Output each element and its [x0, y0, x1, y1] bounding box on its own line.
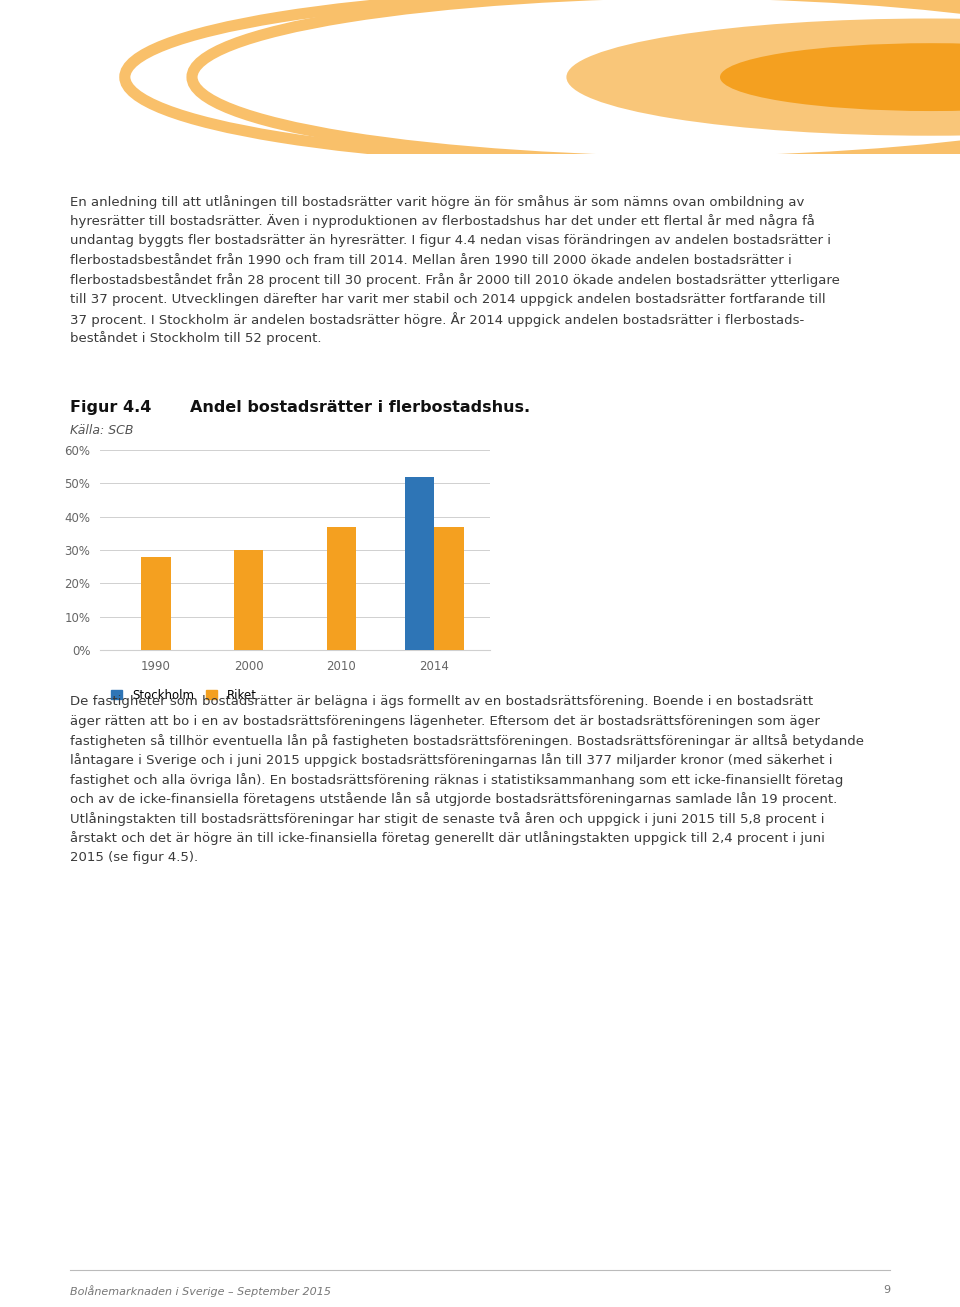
Text: flerbostadsbeståndet från 28 procent till 30 procent. Från år 2000 till 2010 öka: flerbostadsbeståndet från 28 procent til…	[70, 273, 840, 288]
Text: Figur 4.4: Figur 4.4	[70, 400, 152, 416]
Text: fastigheten så tillhör eventuella lån på fastigheten bostadsrättsföreningen. Bos: fastigheten så tillhör eventuella lån på…	[70, 735, 864, 748]
Bar	[404, 477, 434, 650]
Text: årstakt och det är högre än till icke-finansiella företag generellt där utlåning: årstakt och det är högre än till icke-fi…	[70, 831, 825, 846]
Text: äger rätten att bo i en av bostadsrättsföreningens lägenheter. Eftersom det är b: äger rätten att bo i en av bostadsrättsf…	[70, 715, 820, 728]
Text: beståndet i Stockholm till 52 procent.: beståndet i Stockholm till 52 procent.	[70, 332, 322, 345]
Bar	[233, 550, 263, 650]
Circle shape	[720, 43, 960, 111]
Text: till 37 procent. Utvecklingen därefter har varit mer stabil och 2014 uppgick and: till 37 procent. Utvecklingen därefter h…	[70, 293, 826, 306]
Text: flerbostadsbeståndet från 1990 och fram till 2014. Mellan åren 1990 till 2000 ök: flerbostadsbeståndet från 1990 och fram …	[70, 254, 792, 267]
Text: Bolånemarknaden i Sverige – September 2015: Bolånemarknaden i Sverige – September 20…	[70, 1285, 331, 1297]
Text: undantag byggts fler bostadsrätter än hyresrätter. I figur 4.4 nedan visas förän: undantag byggts fler bostadsrätter än hy…	[70, 234, 831, 247]
Legend: Stockholm, Riket: Stockholm, Riket	[106, 684, 262, 706]
Text: Källa: SCB: Källa: SCB	[70, 423, 133, 437]
Text: låntagare i Sverige och i juni 2015 uppgick bostadsrättsföreningarnas lån till 3: låntagare i Sverige och i juni 2015 uppg…	[70, 754, 832, 767]
Text: 2015 (se figur 4.5).: 2015 (se figur 4.5).	[70, 851, 198, 864]
Text: 37 procent. I Stockholm är andelen bostadsrätter högre. År 2014 uppgick andelen : 37 procent. I Stockholm är andelen bosta…	[70, 312, 804, 327]
Text: En anledning till att utlåningen till bostadsrätter varit högre än för småhus är: En anledning till att utlåningen till bo…	[70, 195, 804, 209]
Bar	[434, 527, 464, 650]
Text: Utlåningstakten till bostadsrättsföreningar har stigit de senaste två åren och u: Utlåningstakten till bostadsrättsförenin…	[70, 812, 825, 826]
Text: och av de icke-finansiella företagens utstående lån så utgjorde bostadsrättsföre: och av de icke-finansiella företagens ut…	[70, 792, 837, 806]
Text: fastighet och alla övriga lån). En bostadsrättsförening räknas i statistiksamman: fastighet och alla övriga lån). En bosta…	[70, 772, 844, 787]
Text: De fastigheter som bostadsrätter är belägna i ägs formellt av en bostadsrättsför: De fastigheter som bostadsrätter är belä…	[70, 695, 813, 708]
Text: 9: 9	[883, 1285, 890, 1295]
Text: hyresrätter till bostadsrätter. Även i nyproduktionen av flerbostadshus har det : hyresrätter till bostadsrätter. Även i n…	[70, 214, 815, 229]
Text: Andel bostadsrätter i flerbostadshus.: Andel bostadsrätter i flerbostadshus.	[190, 400, 530, 416]
Bar	[326, 527, 356, 650]
Circle shape	[566, 18, 960, 136]
Bar	[141, 557, 171, 650]
